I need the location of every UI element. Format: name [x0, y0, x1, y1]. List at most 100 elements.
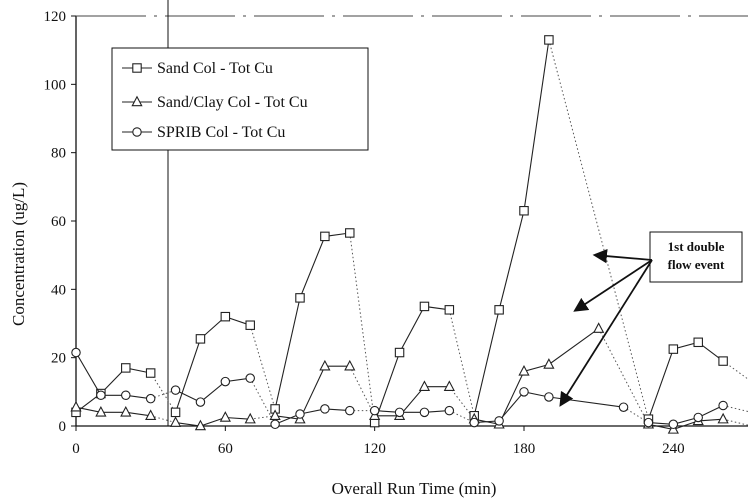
data-point: [70, 400, 82, 412]
series-line: [75, 406, 151, 417]
x-axis-title: Overall Run Time (min): [332, 479, 497, 498]
data-point: [718, 400, 728, 411]
data-point: [443, 380, 455, 391]
annotation-arrow: [592, 248, 653, 264]
data-point: [718, 356, 728, 366]
x-tick-label: 60: [218, 441, 233, 457]
data-point: [295, 293, 305, 303]
y-axis-title: Concentration (ug/L): [9, 182, 28, 326]
data-point: [369, 405, 380, 416]
data-point: [593, 322, 605, 333]
annotation-arrow: [559, 259, 653, 407]
x-tick-label: 240: [662, 441, 685, 457]
data-point: [145, 368, 156, 378]
data-point: [519, 387, 529, 397]
series-line: [374, 305, 450, 423]
series-connector: [722, 418, 748, 426]
series-line: [374, 410, 450, 413]
x-tick-label: 0: [72, 441, 80, 457]
annotation-text: 1st double: [668, 239, 725, 254]
x-tick-label: 120: [363, 441, 386, 457]
annotation: 1st double flow event: [559, 231, 743, 407]
y-tick-label: 20: [51, 351, 66, 367]
data-point: [295, 409, 305, 419]
series-line: [647, 341, 724, 420]
data-point: [394, 347, 405, 358]
data-point: [469, 417, 479, 428]
data-point: [544, 392, 554, 402]
series-line: [175, 416, 251, 427]
data-point: [618, 402, 629, 412]
series-line: [75, 367, 151, 413]
data-point: [96, 390, 106, 400]
legend-label: SPRIB Col - Tot Cu: [157, 124, 285, 141]
data-point: [643, 417, 654, 428]
series-line: [648, 405, 724, 425]
data-point: [169, 416, 182, 427]
annotation-text: flow event: [668, 257, 725, 272]
y-tick-label: 100: [44, 77, 67, 93]
series-circle: [71, 347, 728, 430]
data-point: [170, 407, 181, 418]
data-point: [95, 405, 107, 417]
series-line: [274, 408, 350, 425]
series-line: [275, 365, 350, 420]
series-connector: [448, 309, 475, 416]
legend-box: [111, 47, 369, 151]
data-point: [494, 305, 504, 315]
data-point: [219, 411, 231, 422]
series-connector: [249, 377, 276, 425]
data-point: [195, 334, 206, 344]
series-connector: [548, 39, 649, 420]
x-tick-label: 180: [513, 441, 536, 457]
data-point: [444, 305, 455, 315]
data-point: [194, 419, 207, 431]
series-line: [374, 386, 450, 417]
data-point: [543, 358, 555, 369]
data-point: [494, 416, 504, 426]
series-line: [648, 418, 724, 430]
data-point: [418, 380, 431, 391]
data-point: [170, 385, 181, 395]
data-point: [544, 35, 554, 45]
data-point: [195, 397, 206, 407]
series-connector: [448, 386, 475, 420]
legend: Sand Col - Tot Cu Sand/Clay Col - Tot Cu S…: [111, 47, 369, 151]
series-connector: [349, 232, 376, 423]
data-point: [419, 407, 430, 418]
annotation-arrow: [573, 259, 653, 312]
data-point: [693, 412, 703, 423]
data-point: [419, 301, 430, 312]
data-point: [519, 206, 529, 216]
data-point: [269, 409, 281, 421]
series-connector: [249, 325, 276, 410]
legend-marker: [131, 95, 143, 107]
data-point: [518, 364, 530, 376]
series-line: [175, 316, 251, 413]
series-connector: [150, 415, 176, 424]
data-point: [320, 404, 330, 414]
y-tick-label: 40: [51, 282, 66, 298]
data-point: [320, 231, 330, 242]
series-line: [175, 377, 251, 403]
series-layer: [70, 35, 729, 434]
data-point: [668, 419, 679, 430]
y-tick-label: 80: [51, 146, 66, 162]
data-point: [345, 228, 355, 238]
data-point: [120, 405, 132, 417]
series-line: [75, 352, 151, 400]
data-point: [244, 412, 256, 424]
axes: 0 20 40 60 80 100 120 0 60 120 180 240: [44, 9, 685, 457]
data-point: [220, 311, 231, 322]
data-point: [394, 407, 405, 418]
data-point: [71, 347, 81, 358]
series-connector: [349, 365, 376, 416]
data-point: [270, 419, 280, 430]
data-point: [717, 412, 729, 424]
data-point: [145, 409, 157, 421]
data-point: [121, 390, 131, 400]
legend-label: Sand/Clay Col - Tot Cu: [157, 94, 308, 111]
y-tick-label: 0: [59, 419, 67, 435]
series-connector: [250, 415, 276, 420]
